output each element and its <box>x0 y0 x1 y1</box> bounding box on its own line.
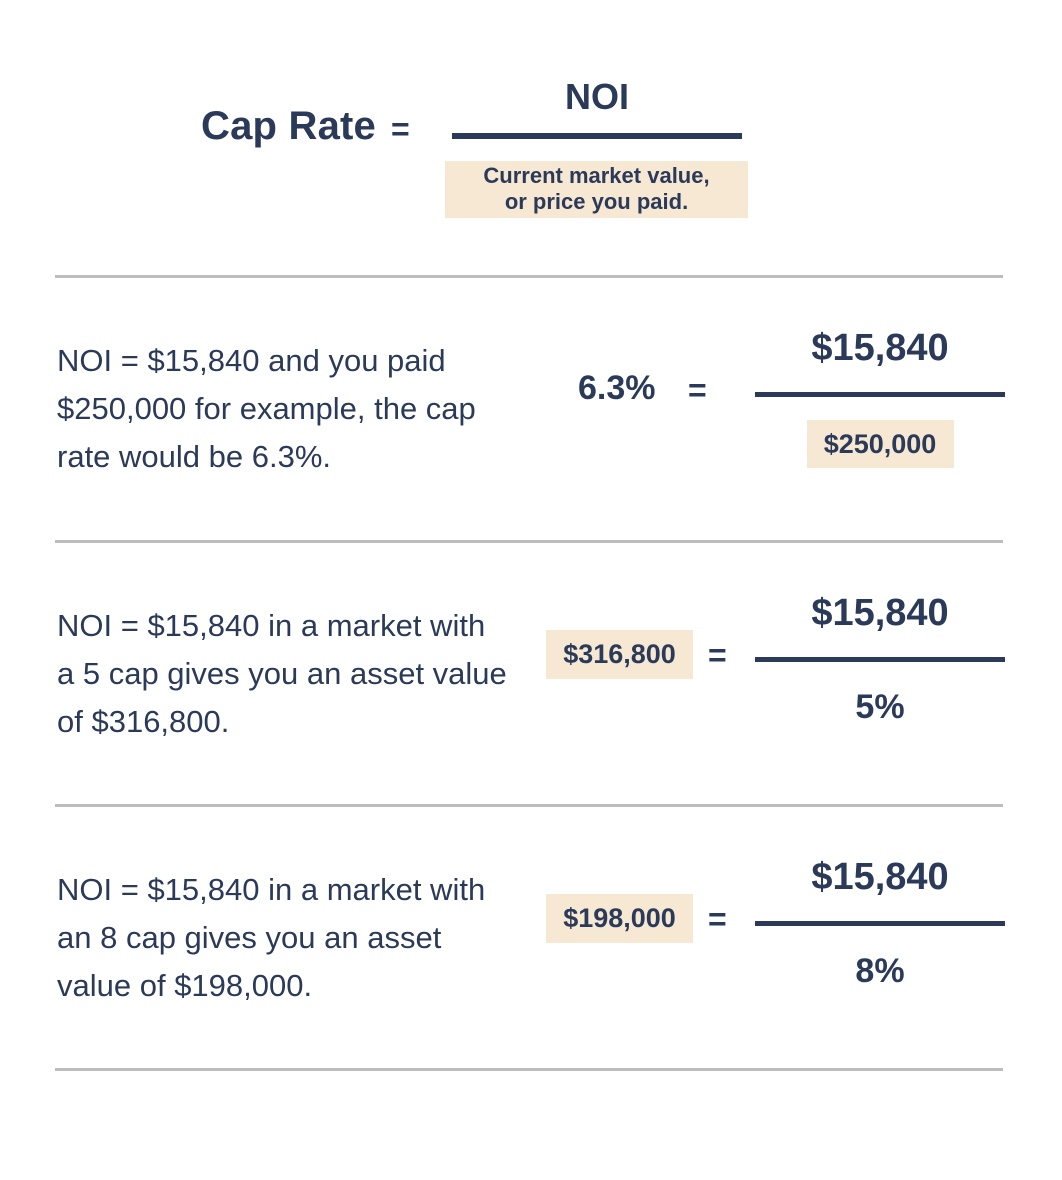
fraction-bar <box>755 392 1005 397</box>
description-line: value of $198,000. <box>57 968 313 1003</box>
equals-sign: = <box>708 901 727 937</box>
denominator-highlight: $250,000 <box>806 420 954 468</box>
result-asset-value-highlight: $198,000 <box>546 894 693 943</box>
description-line: NOI = $15,840 and you paid <box>57 343 446 378</box>
description-line: NOI = $15,840 in a market with <box>57 608 486 643</box>
fraction-bar <box>755 921 1005 926</box>
fraction-denominator: 5% <box>855 688 905 726</box>
fraction-denominator: $250,000 <box>755 420 1005 468</box>
description-line: an 8 cap gives you an asset <box>57 920 442 955</box>
equals-sign: = <box>708 637 727 673</box>
divider-line <box>55 540 1003 543</box>
example-description: NOI = $15,840 in a market with an 8 cap … <box>57 866 485 1010</box>
fraction-bar <box>755 657 1005 662</box>
divider-line <box>55 275 1003 278</box>
formula-numerator-noi: NOI <box>564 76 629 117</box>
divider-line <box>55 1068 1003 1071</box>
description-line: NOI = $15,840 in a market with <box>57 872 486 907</box>
example-description: NOI = $15,840 and you paid $250,000 for … <box>57 337 476 481</box>
example-row-8-cap: NOI = $15,840 in a market with an 8 cap … <box>0 804 1062 1068</box>
fraction-bar <box>452 133 742 139</box>
description-line: rate would be 6.3%. <box>57 439 332 474</box>
fraction-denominator: 8% <box>855 952 905 990</box>
fraction-numerator: $15,840 <box>811 592 949 634</box>
formula-denominator-highlight: Current market value, or price you paid. <box>445 161 748 218</box>
description-line: of $316,800. <box>57 704 230 739</box>
result-asset-value-highlight: $316,800 <box>546 630 693 679</box>
description-line: a 5 cap gives you an asset value <box>57 656 507 691</box>
denominator-line-2: or price you paid. <box>504 189 689 214</box>
formula-title: Cap Rate <box>201 104 376 148</box>
denominator-line-1: Current market value, <box>483 163 710 188</box>
equals-sign: = <box>391 111 410 147</box>
example-description: NOI = $15,840 in a market with a 5 cap g… <box>57 602 507 746</box>
example-row-5-cap: NOI = $15,840 in a market with a 5 cap g… <box>0 540 1062 804</box>
example-row-cap-rate: NOI = $15,840 and you paid $250,000 for … <box>0 275 1062 539</box>
equals-sign: = <box>688 372 707 408</box>
result-cap-rate: 6.3% <box>578 369 656 407</box>
fraction-numerator: $15,840 <box>811 327 949 369</box>
divider-line <box>55 804 1003 807</box>
description-line: $250,000 for example, the cap <box>57 391 476 426</box>
fraction: $15,840 $250,000 <box>755 275 1005 539</box>
fraction: $15,840 5% <box>755 540 1005 804</box>
fraction: $15,840 8% <box>755 804 1005 1068</box>
fraction-numerator: $15,840 <box>811 856 949 898</box>
